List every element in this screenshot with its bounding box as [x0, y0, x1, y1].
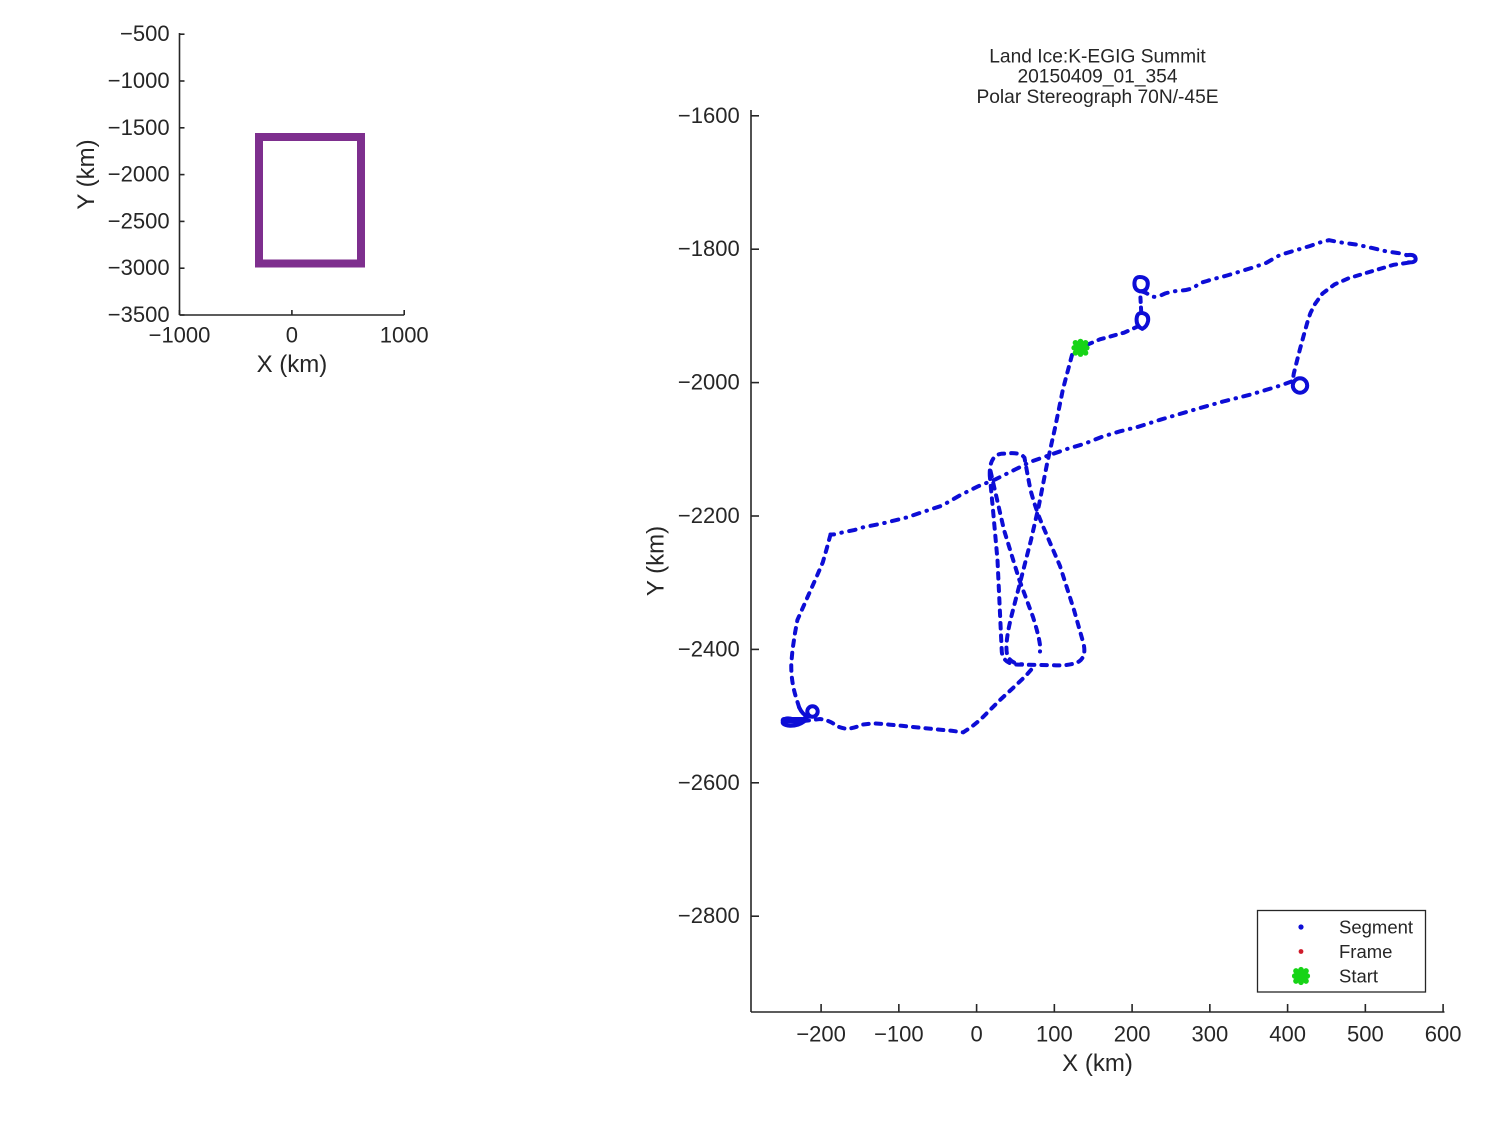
svg-text:Y (km): Y (km) — [73, 139, 100, 209]
svg-text:X (km): X (km) — [1062, 1050, 1133, 1077]
svg-text:0: 0 — [970, 1021, 982, 1046]
svg-text:−2600: −2600 — [678, 770, 740, 795]
svg-text:Segment: Segment — [1339, 917, 1413, 938]
svg-text:−1000: −1000 — [149, 323, 211, 348]
svg-text:−3000: −3000 — [108, 255, 170, 280]
svg-text:−2400: −2400 — [678, 636, 740, 661]
svg-text:500: 500 — [1347, 1021, 1384, 1046]
svg-text:600: 600 — [1425, 1021, 1462, 1046]
svg-text:−2200: −2200 — [678, 503, 740, 528]
svg-text:1000: 1000 — [380, 323, 429, 348]
svg-text:−100: −100 — [874, 1021, 924, 1046]
svg-text:X (km): X (km) — [257, 351, 328, 378]
svg-text:−200: −200 — [796, 1021, 846, 1046]
svg-text:Y (km): Y (km) — [643, 526, 670, 596]
svg-text:−2000: −2000 — [108, 162, 170, 187]
svg-text:300: 300 — [1191, 1021, 1228, 1046]
svg-text:−2500: −2500 — [108, 208, 170, 233]
svg-text:20150409_01_354: 20150409_01_354 — [1017, 67, 1177, 88]
svg-text:0: 0 — [286, 323, 298, 348]
svg-text:−2800: −2800 — [678, 903, 740, 928]
svg-text:−1000: −1000 — [108, 68, 170, 93]
svg-text:400: 400 — [1269, 1021, 1306, 1046]
svg-text:Land Ice:K-EGIG Summit: Land Ice:K-EGIG Summit — [989, 46, 1206, 67]
svg-text:−1800: −1800 — [678, 236, 740, 261]
svg-text:Polar Stereograph 70N/-45E: Polar Stereograph 70N/-45E — [976, 87, 1218, 108]
svg-text:Start: Start — [1339, 966, 1378, 987]
svg-text:−1500: −1500 — [108, 115, 170, 140]
svg-text:−1600: −1600 — [678, 103, 740, 128]
svg-text:100: 100 — [1036, 1021, 1073, 1046]
svg-text:Frame: Frame — [1339, 941, 1392, 962]
svg-text:−3500: −3500 — [108, 302, 170, 327]
svg-text:−500: −500 — [120, 21, 170, 46]
svg-text:−2000: −2000 — [678, 370, 740, 395]
svg-text:200: 200 — [1114, 1021, 1151, 1046]
